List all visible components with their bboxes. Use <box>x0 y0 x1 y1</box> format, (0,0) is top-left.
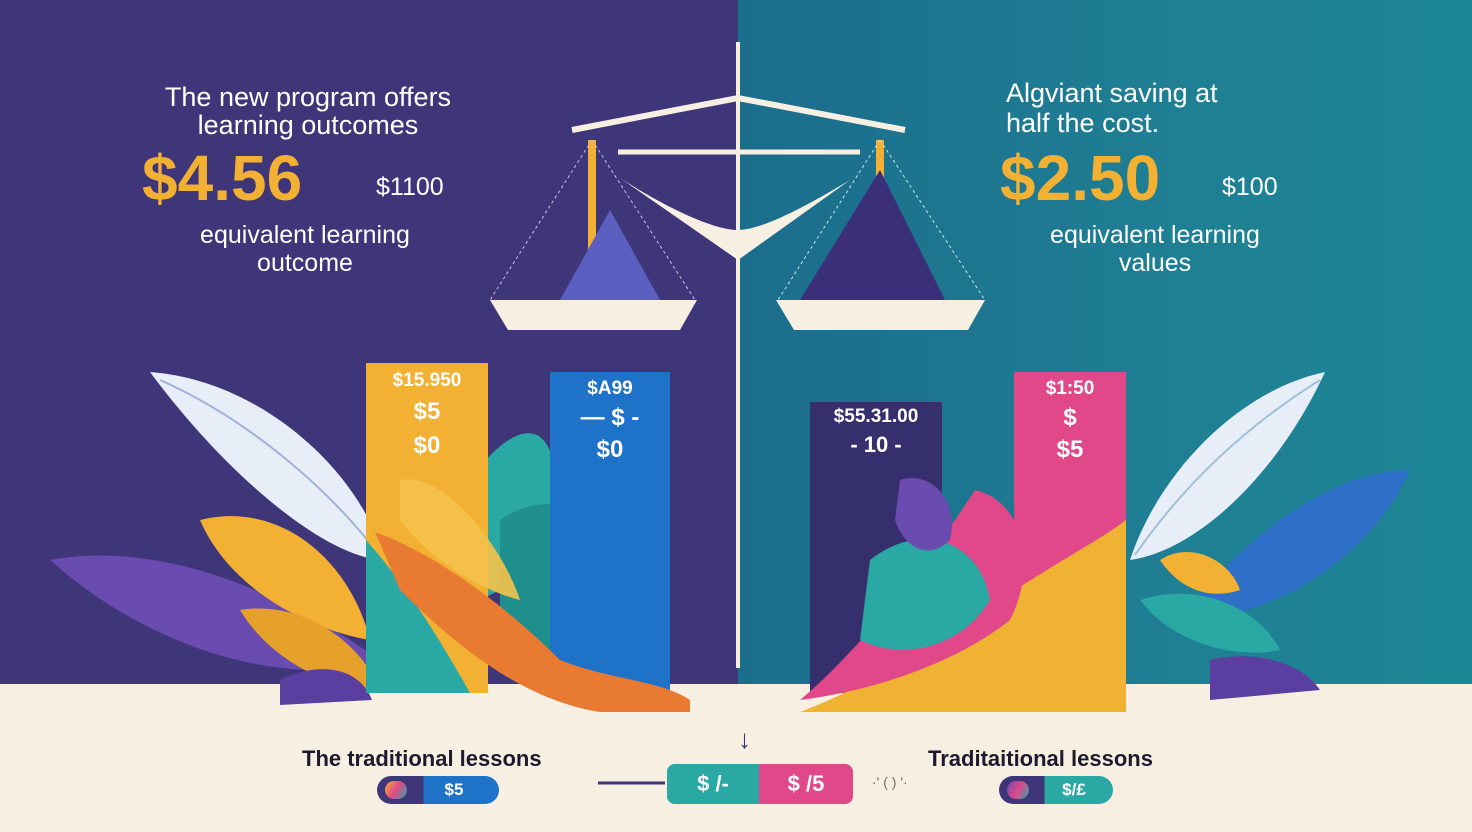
center-pill: $ /- $ /5 <box>665 762 855 806</box>
bar-navy-label1: $55.31.00 <box>833 406 919 427</box>
right-foliage <box>860 372 1410 700</box>
center-side-mark: ·' ( ) '· <box>872 774 908 790</box>
right-small-price: $100 <box>1222 173 1278 201</box>
right-headline-line1: Algviant saving at <box>1006 78 1218 108</box>
left-sub-line1: equivalent learning <box>200 221 410 249</box>
left-pill-value: $5 <box>444 780 464 799</box>
left-pill-swatch <box>385 781 407 799</box>
left-headline-line1: The new program offers <box>164 82 452 112</box>
bar-yellow-label1: $15.950 <box>392 370 462 391</box>
left-big-price: $4.56 <box>142 142 303 214</box>
right-pill-value: $/£ <box>1062 780 1086 799</box>
right-sub-line2: values <box>1118 249 1192 277</box>
bar-blue-label3: $0 <box>596 436 624 463</box>
center-pill-right: $ /5 <box>759 764 853 804</box>
balance-scale <box>489 42 986 668</box>
left-caption: The traditional lessons <box>302 746 542 771</box>
bar-pink-label3: $5 <box>1056 436 1084 463</box>
center-arrow: ↓ <box>738 724 751 754</box>
left-pill: $5 <box>377 776 499 804</box>
center-pill-left: $ /- <box>667 764 759 804</box>
left-small-price: $1100 <box>376 173 444 201</box>
bar-blue <box>550 372 670 693</box>
bar-yellow-label2: $5 <box>413 398 441 425</box>
right-pill: $/£ <box>999 776 1113 804</box>
bar-yellow-label3: $0 <box>413 432 441 459</box>
bar-navy-label2: - 10 - <box>850 432 902 457</box>
bar-blue-label2: — $ - <box>580 404 640 431</box>
right-caption: Traditaitional lessons <box>928 746 1153 771</box>
right-pill-swatch <box>1007 781 1029 799</box>
bar-blue-label1: $A99 <box>587 378 633 399</box>
right-headline-line2: half the cost. <box>1006 108 1160 138</box>
right-big-price: $2.50 <box>1000 142 1161 214</box>
bar-pink-label1: $1:50 <box>1045 378 1095 399</box>
floor-strip <box>0 684 1472 832</box>
right-sub-line1: equivalent learning <box>1050 221 1260 249</box>
left-sub-line2: outcome <box>257 249 353 277</box>
left-headline-line2: learning outcomes <box>197 110 419 140</box>
bar-pink-label2: $ <box>1063 404 1077 431</box>
